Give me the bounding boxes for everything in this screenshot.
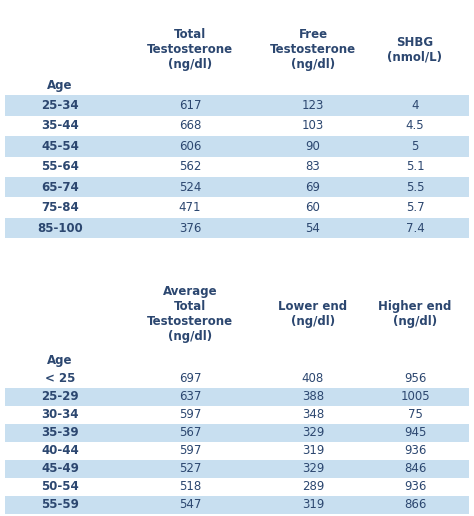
Text: 85-100: 85-100 xyxy=(37,222,83,235)
Bar xyxy=(5,95,469,116)
Bar xyxy=(5,496,469,514)
Text: 376: 376 xyxy=(179,222,201,235)
Bar xyxy=(5,218,469,238)
Bar xyxy=(5,460,469,478)
Text: Age: Age xyxy=(47,354,73,367)
Text: 40-44: 40-44 xyxy=(41,444,79,458)
Text: 30-34: 30-34 xyxy=(41,409,79,422)
Text: 7.4: 7.4 xyxy=(406,222,424,235)
Text: 25-34: 25-34 xyxy=(41,99,79,112)
Text: 518: 518 xyxy=(179,480,201,493)
Text: 45-54: 45-54 xyxy=(41,140,79,153)
Text: 4: 4 xyxy=(411,99,419,112)
Text: 388: 388 xyxy=(302,391,324,404)
Text: 75: 75 xyxy=(408,409,422,422)
Bar xyxy=(5,388,469,406)
Text: 69: 69 xyxy=(306,181,320,194)
Bar xyxy=(5,136,469,156)
Text: 123: 123 xyxy=(302,99,324,112)
Text: 50-54: 50-54 xyxy=(41,480,79,493)
Text: 103: 103 xyxy=(302,119,324,132)
Text: 289: 289 xyxy=(302,480,324,493)
Text: 956: 956 xyxy=(404,373,426,385)
Text: 54: 54 xyxy=(306,222,320,235)
Text: Total
Testosterone
(ng/dl): Total Testosterone (ng/dl) xyxy=(147,28,233,71)
Text: 697: 697 xyxy=(179,373,201,385)
Text: Free
Testosterone
(ng/dl): Free Testosterone (ng/dl) xyxy=(270,28,356,71)
Text: 617: 617 xyxy=(179,99,201,112)
Text: 945: 945 xyxy=(404,427,426,440)
Text: 408: 408 xyxy=(302,373,324,385)
Text: Average
Total
Testosterone
(ng/dl): Average Total Testosterone (ng/dl) xyxy=(147,285,233,343)
Text: 527: 527 xyxy=(179,462,201,476)
Text: < 25: < 25 xyxy=(45,373,75,385)
Text: Higher end
(ng/dl): Higher end (ng/dl) xyxy=(378,300,452,328)
Text: 846: 846 xyxy=(404,462,426,476)
Text: 65-74: 65-74 xyxy=(41,181,79,194)
Text: 25-29: 25-29 xyxy=(41,391,79,404)
Text: 319: 319 xyxy=(302,498,324,511)
Text: Age: Age xyxy=(47,79,73,92)
Text: 5.1: 5.1 xyxy=(406,160,424,173)
Text: 83: 83 xyxy=(306,160,320,173)
Text: 936: 936 xyxy=(404,444,426,458)
Text: 90: 90 xyxy=(306,140,320,153)
Text: 4.5: 4.5 xyxy=(406,119,424,132)
Text: 1005: 1005 xyxy=(400,391,430,404)
Text: 55-64: 55-64 xyxy=(41,160,79,173)
Text: 55-59: 55-59 xyxy=(41,498,79,511)
Text: 5: 5 xyxy=(411,140,419,153)
Text: 597: 597 xyxy=(179,409,201,422)
Text: 547: 547 xyxy=(179,498,201,511)
Text: 471: 471 xyxy=(179,201,201,214)
Bar xyxy=(5,177,469,198)
Text: 637: 637 xyxy=(179,391,201,404)
Text: 35-39: 35-39 xyxy=(41,427,79,440)
Text: 35-44: 35-44 xyxy=(41,119,79,132)
Text: 5.7: 5.7 xyxy=(406,201,424,214)
Text: SHBG
(nmol/L): SHBG (nmol/L) xyxy=(388,36,443,63)
Text: 562: 562 xyxy=(179,160,201,173)
Text: 75-84: 75-84 xyxy=(41,201,79,214)
Text: Lower end
(ng/dl): Lower end (ng/dl) xyxy=(278,300,347,328)
Text: 348: 348 xyxy=(302,409,324,422)
Text: 329: 329 xyxy=(302,427,324,440)
Text: 5.5: 5.5 xyxy=(406,181,424,194)
Text: 45-49: 45-49 xyxy=(41,462,79,476)
Text: 329: 329 xyxy=(302,462,324,476)
Text: 524: 524 xyxy=(179,181,201,194)
Text: 936: 936 xyxy=(404,480,426,493)
Text: 668: 668 xyxy=(179,119,201,132)
Text: 567: 567 xyxy=(179,427,201,440)
Bar xyxy=(5,424,469,442)
Text: 60: 60 xyxy=(306,201,320,214)
Text: 866: 866 xyxy=(404,498,426,511)
Text: 606: 606 xyxy=(179,140,201,153)
Text: 597: 597 xyxy=(179,444,201,458)
Text: 319: 319 xyxy=(302,444,324,458)
